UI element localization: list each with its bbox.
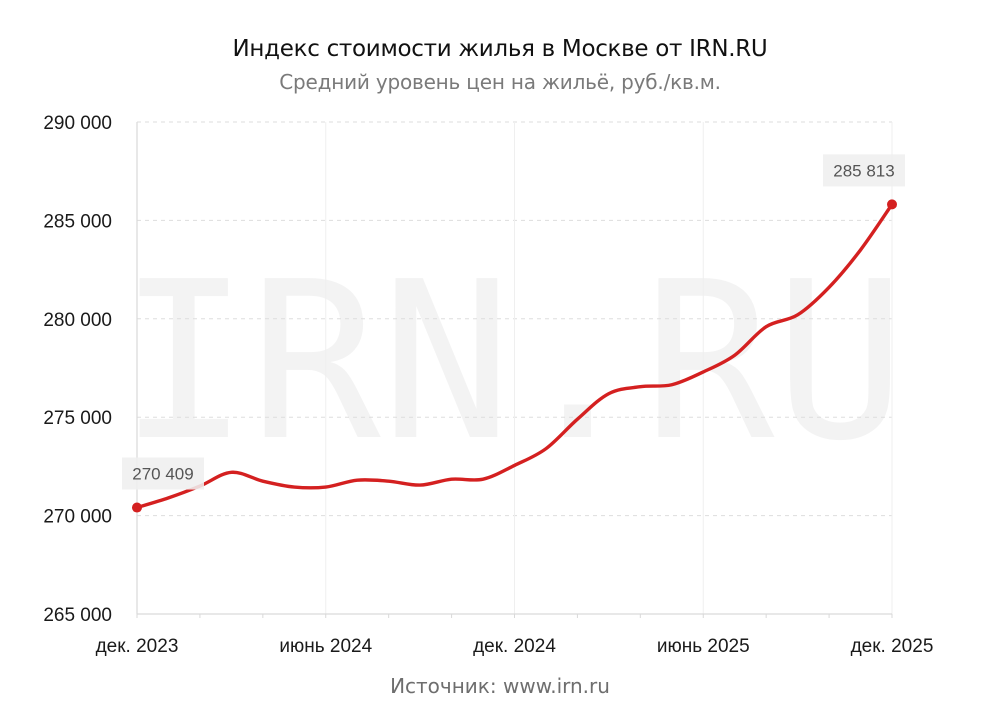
source-caption: Источник: www.irn.ru (390, 674, 610, 698)
y-tick-label: 290 000 (43, 113, 112, 134)
x-tick-label: июнь 2025 (657, 636, 750, 657)
y-axis-labels: 265 000 270 000 275 000 280 000 285 000 290 0… (43, 113, 112, 626)
data-labels: 270 409 285 813 (122, 154, 905, 513)
data-point-marker (132, 502, 142, 513)
x-tick-label: дек. 2023 (96, 636, 179, 657)
gridlines (137, 121, 893, 614)
y-tick-label: 265 000 (43, 605, 112, 626)
price-line (135, 202, 894, 510)
data-label-box (823, 154, 905, 187)
x-tick-label: дек. 2025 (851, 636, 934, 657)
x-tick-label: июнь 2024 (279, 636, 372, 657)
data-point-marker (887, 199, 897, 210)
data-label: 270 409 (132, 465, 193, 484)
watermark: IRN.RU (118, 236, 905, 489)
data-label-box (122, 457, 204, 490)
x-tick-label: дек. 2024 (473, 636, 556, 657)
x-axis-labels: дек. 2023 июнь 2024 дек. 2024 июнь 2025 дек.… (96, 636, 934, 657)
axes (136, 122, 893, 618)
y-tick-label: 270 000 (43, 507, 112, 528)
chart-title: Индекс стоимости жилья в Москве от IRN.R… (232, 36, 768, 62)
data-label: 285 813 (833, 161, 894, 180)
y-tick-label: 275 000 (43, 408, 112, 429)
y-tick-label: 280 000 (43, 310, 112, 331)
y-tick-label: 285 000 (43, 211, 112, 232)
chart-subtitle: Средний уровень цен на жильё, руб./кв.м. (279, 70, 721, 94)
